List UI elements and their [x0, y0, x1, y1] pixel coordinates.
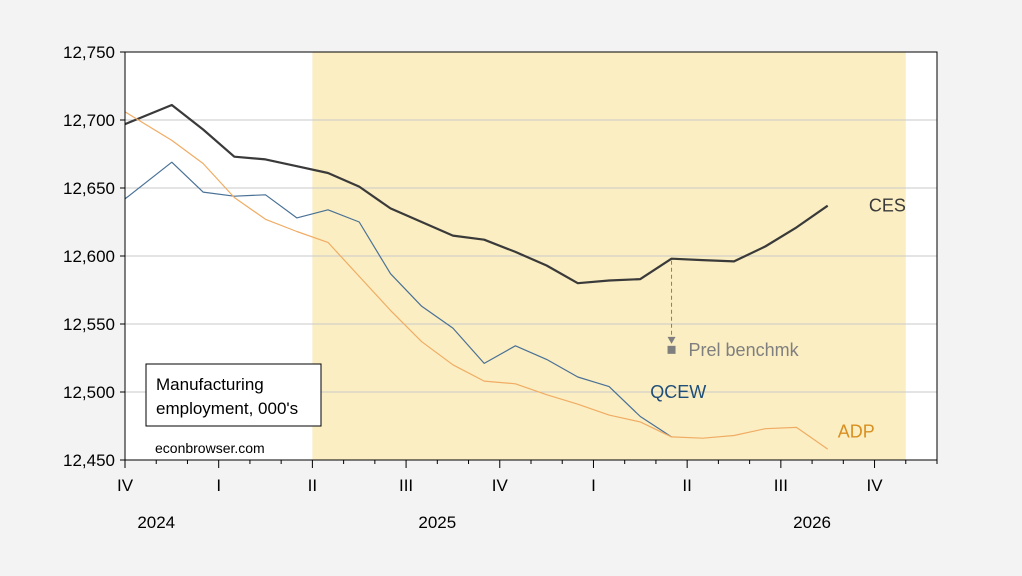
x-quarter-label: II	[308, 476, 317, 495]
note-box: Manufacturing employment, 000's	[145, 363, 322, 427]
x-quarter-label: IV	[117, 476, 134, 495]
x-quarter-label: I	[216, 476, 221, 495]
series-labels: CES QCEW ADP	[650, 196, 906, 442]
note-line-1: Manufacturing	[156, 375, 264, 394]
series-line-adp	[124, 111, 829, 450]
y-tick-label: 12,600	[63, 247, 115, 266]
y-axis: 12,450 12,500 12,550 12,600 12,650 12,700 12,7…	[63, 43, 125, 470]
y-tick-label: 12,650	[63, 179, 115, 198]
annotation-marker	[667, 345, 676, 354]
annotation-label: Prel benchmk	[689, 340, 800, 360]
x-year-label: 2025	[418, 513, 456, 532]
y-tick-label: 12,450	[63, 451, 115, 470]
series-label-ces: CES	[869, 196, 906, 216]
x-year-label: 2024	[137, 513, 175, 532]
y-tick-label: 12,500	[63, 383, 115, 402]
x-quarter-label: I	[591, 476, 596, 495]
series-label-adp: ADP	[838, 421, 875, 441]
x-quarter-label: III	[774, 476, 788, 495]
gridlines	[125, 119, 937, 393]
note-box-frame	[145, 363, 322, 427]
x-quarter-label: IV	[867, 476, 884, 495]
benchmark-annotation: Prel benchmk	[667, 260, 800, 360]
y-tick-label: 12,550	[63, 315, 115, 334]
x-year-label: 2026	[793, 513, 831, 532]
y-tick-label: 12,700	[63, 111, 115, 130]
series-lines	[124, 103, 829, 450]
series-label-qcew: QCEW	[650, 382, 706, 402]
note-line-2: employment, 000's	[156, 399, 298, 418]
x-quarter-label: III	[399, 476, 413, 495]
series-line-ces	[124, 103, 829, 285]
x-quarter-label: II	[682, 476, 691, 495]
y-tick-label: 12,750	[63, 43, 115, 62]
annotation-arrowhead	[667, 336, 676, 344]
x-quarter-label: IV	[492, 476, 509, 495]
series-line-qcew	[124, 161, 672, 438]
credit-text: econbrowser.com	[155, 440, 265, 456]
